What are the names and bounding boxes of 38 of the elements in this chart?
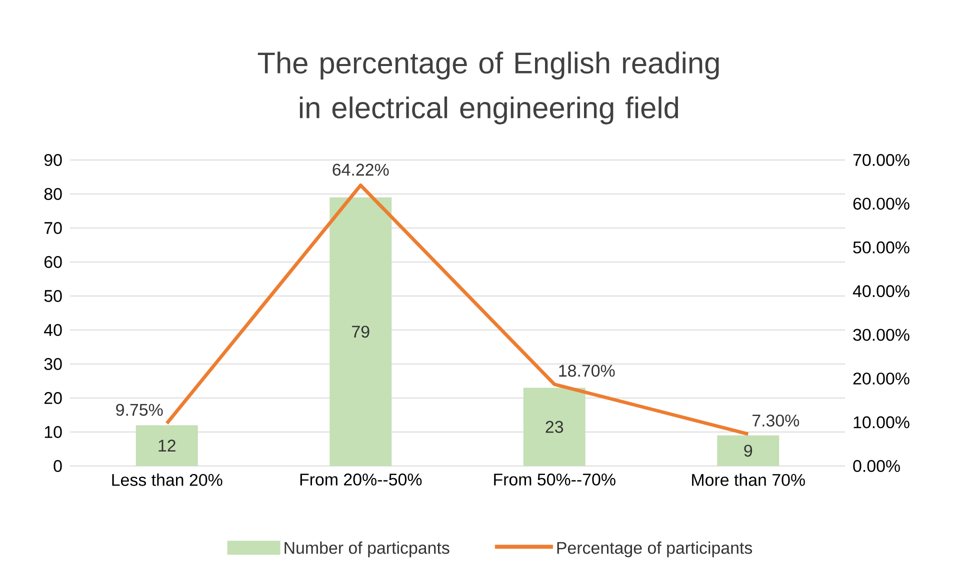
y-tick-label: 60 <box>44 256 62 268</box>
bar <box>523 388 586 466</box>
y2-tick-label: 40.00% <box>852 285 910 298</box>
y-tick-label: 80 <box>44 188 62 200</box>
y-tick-label: 70 <box>44 222 62 234</box>
y-tick-label: 10 <box>44 426 62 438</box>
x-tick-label: From 50%--70% <box>494 474 616 486</box>
data-label: 12 <box>158 440 176 452</box>
data-label: 64.22% <box>332 164 389 176</box>
bar <box>330 197 392 466</box>
bar <box>136 425 198 466</box>
data-label: 9 <box>744 444 752 457</box>
y2-tick-label: 30.00% <box>853 328 910 341</box>
legend-label: Percentage of participants <box>557 541 752 558</box>
data-label: 79 <box>352 326 370 338</box>
y-tick-label: 40 <box>44 324 62 336</box>
x-tick-label: From 20%--50% <box>300 474 422 486</box>
y-tick-label: 30 <box>44 358 62 370</box>
x-tick-label: Less than 20% <box>112 474 222 486</box>
data-label: 23 <box>546 420 564 433</box>
y-tick-label: 0 <box>54 460 62 472</box>
data-label: 9.75% <box>116 404 163 416</box>
y-tick-label: 50 <box>44 290 62 302</box>
y2-tick-label: 60.00% <box>853 198 910 210</box>
y-tick-label: 90 <box>44 154 62 166</box>
bar <box>717 435 780 466</box>
chart-title: The percentage of English reading in electrical engineering field <box>258 52 719 124</box>
line-series <box>165 184 750 436</box>
y2-tick-label: 70.00% <box>853 154 910 166</box>
x-tick-label: More than 70% <box>692 474 805 486</box>
y2-tick-label: 20.00% <box>853 372 910 385</box>
y2-tick-label: 0.00% <box>853 460 900 472</box>
data-label: 18.70% <box>559 364 615 377</box>
y2-tick-label: 10.00% <box>854 416 910 428</box>
y2-tick-label: 50.00% <box>853 241 910 254</box>
y-tick-label: 20 <box>44 392 62 404</box>
data-label: 7.30% <box>752 414 800 427</box>
legend-label: Number of particpants <box>284 541 450 558</box>
